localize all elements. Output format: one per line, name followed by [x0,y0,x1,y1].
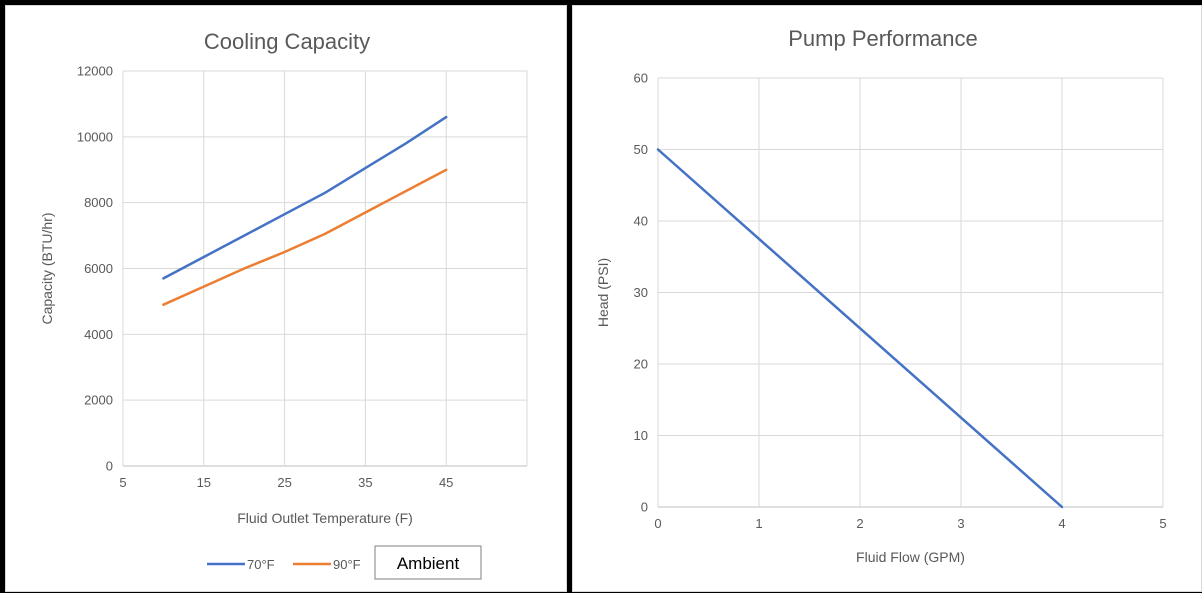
cooling-series-line-2 [162,168,448,306]
cooling-y-tick-label: 8000 [84,195,113,210]
pump-x-tick-label: 0 [654,516,661,531]
pump-y-tick-label: 40 [634,214,648,229]
cooling-y-tick-label: 12000 [77,64,113,79]
pump-y-tick-label: 0 [641,500,648,515]
pump-y-tick-label: 50 [634,142,648,157]
cooling-y-tick-label: 0 [106,459,113,474]
cooling-y-axis-label: Capacity (BTU/hr) [39,212,55,324]
cooling-title: Cooling Capacity [204,29,370,54]
ambient-annotation-label: Ambient [397,554,460,573]
pump-x-tick-label: 1 [755,516,762,531]
pump-x-axis-label: Fluid Flow (GPM) [856,549,965,565]
pump-x-tick-label: 5 [1159,516,1166,531]
ambient-annotation-box [374,545,482,580]
cooling-y-tick-label: 10000 [77,129,113,144]
pump-y-axis-label: Head (PSI) [595,258,611,327]
cooling-x-axis-label: Fluid Outlet Temperature (F) [237,510,413,526]
pump-y-tick-label: 30 [634,285,648,300]
cooling-x-tick-label: 35 [358,475,372,490]
pump-y-tick-label: 60 [634,71,648,86]
pump-x-tick-label: 4 [1058,516,1065,531]
cooling-capacity-chart: Cooling Capacity 0 2000 4000 6000 8000 10000 12… [39,29,528,580]
pump-performance-chart: Pump Performance 0 10 20 30 40 50 60 0 1 2 3 4 5 Fluid… [595,26,1167,565]
cooling-legend-label-2: 90°F [333,557,361,572]
cooling-legend: 70°F 90°F Ambient [207,545,482,580]
pump-x-tick-label: 2 [856,516,863,531]
pump-series-line-1 [656,148,1064,509]
pump-y-tick-label: 10 [634,428,648,443]
pump-y-tick-label: 20 [634,357,648,372]
cooling-series-line-1 [162,115,448,280]
pump-x-tick-label: 3 [957,516,964,531]
cooling-y-tick-label: 4000 [84,327,113,342]
cooling-y-tick-label: 2000 [84,393,113,408]
pump-title: Pump Performance [788,26,978,51]
cooling-x-tick-label: 45 [439,475,453,490]
cooling-x-tick-label: 15 [197,475,211,490]
cooling-x-tick-label: 25 [277,475,291,490]
cooling-capacity-chart-panel: Cooling Capacity 0 2000 4000 6000 8000 10000 12… [5,5,567,592]
cooling-legend-label-1: 70°F [247,557,275,572]
cooling-y-tick-label: 6000 [84,261,113,276]
pump-performance-chart-panel: Pump Performance 0 10 20 30 40 50 60 0 1 2 3 4 5 Fluid… [572,5,1202,592]
cooling-x-tick-label: 5 [119,475,126,490]
